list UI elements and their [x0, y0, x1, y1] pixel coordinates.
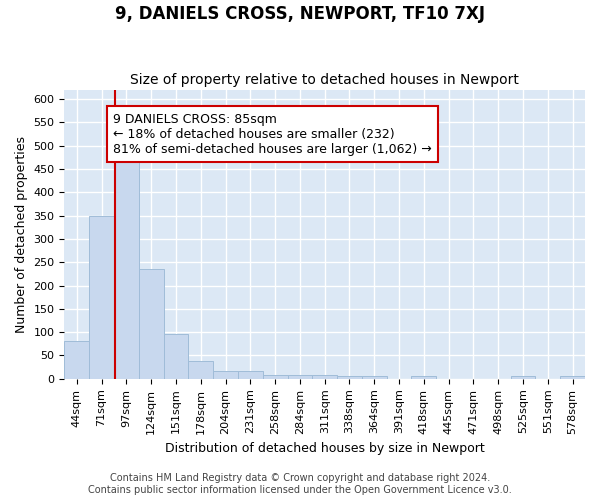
Text: 9, DANIELS CROSS, NEWPORT, TF10 7XJ: 9, DANIELS CROSS, NEWPORT, TF10 7XJ	[115, 5, 485, 23]
Bar	[362, 376, 386, 379]
X-axis label: Distribution of detached houses by size in Newport: Distribution of detached houses by size …	[165, 442, 485, 455]
Bar	[114, 157, 139, 379]
Y-axis label: Number of detached properties: Number of detached properties	[15, 136, 28, 332]
Bar	[213, 371, 238, 379]
Bar	[188, 361, 213, 379]
Bar	[164, 334, 188, 379]
Bar	[337, 376, 362, 379]
Bar	[89, 216, 114, 379]
Bar	[313, 375, 337, 379]
Text: 9 DANIELS CROSS: 85sqm
← 18% of detached houses are smaller (232)
81% of semi-de: 9 DANIELS CROSS: 85sqm ← 18% of detached…	[113, 112, 432, 156]
Bar	[263, 375, 287, 379]
Text: Contains HM Land Registry data © Crown copyright and database right 2024.
Contai: Contains HM Land Registry data © Crown c…	[88, 474, 512, 495]
Bar	[511, 376, 535, 379]
Bar	[139, 269, 164, 379]
Bar	[412, 376, 436, 379]
Bar	[64, 342, 89, 379]
Bar	[287, 375, 313, 379]
Title: Size of property relative to detached houses in Newport: Size of property relative to detached ho…	[130, 73, 519, 87]
Bar	[238, 371, 263, 379]
Bar	[560, 376, 585, 379]
